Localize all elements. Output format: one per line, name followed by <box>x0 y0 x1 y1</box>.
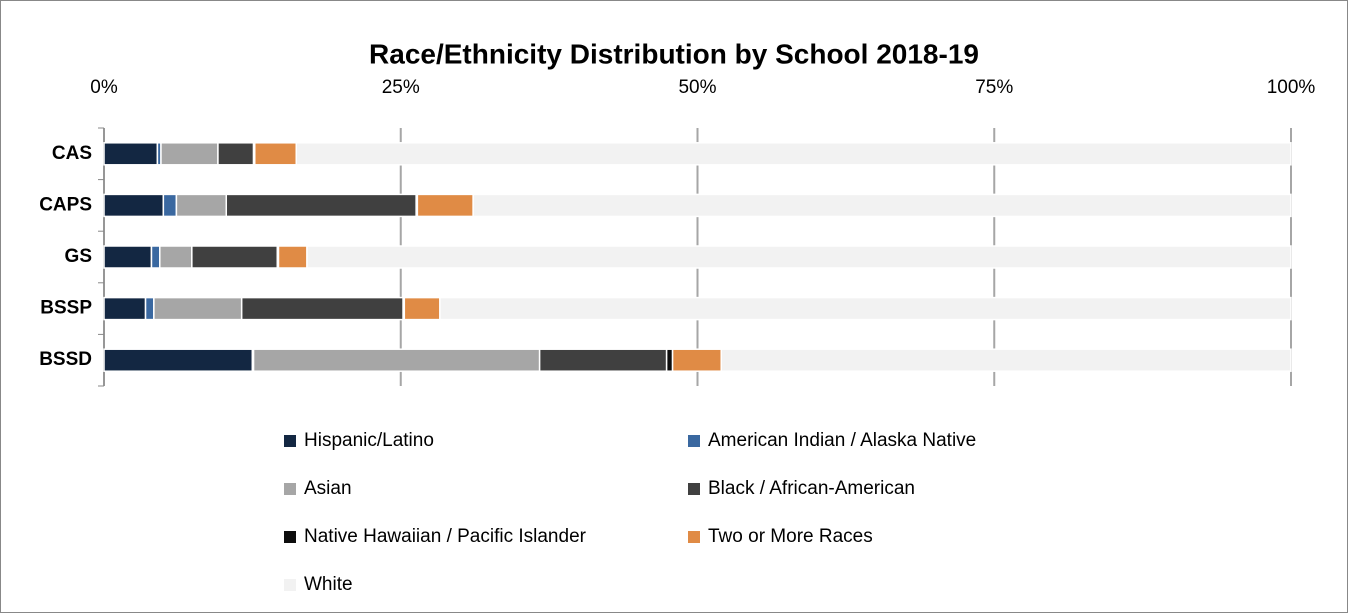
bar-segment <box>439 296 1292 321</box>
legend-marker <box>284 531 296 543</box>
x-tick-label: 25% <box>382 77 420 98</box>
y-tick-label: CAS <box>52 143 92 164</box>
bar-segment <box>144 296 155 321</box>
bar-segment <box>159 245 193 269</box>
bar-segment <box>720 348 1292 372</box>
legend-marker <box>688 435 700 447</box>
legend-marker <box>284 483 296 495</box>
legend-label: American Indian / Alaska Native <box>708 430 976 451</box>
bar-segment <box>665 348 674 372</box>
y-tick-label: CAPS <box>39 194 92 215</box>
y-tick-label: BSSP <box>40 298 92 319</box>
bar-segment <box>472 193 1292 218</box>
legend-label: Native Hawaiian / Pacific Islander <box>304 526 587 547</box>
x-tick-label: 0% <box>90 77 118 98</box>
legend-label: Hispanic/Latino <box>304 430 434 451</box>
legend-marker <box>284 579 296 591</box>
bar-segment <box>240 296 404 321</box>
legend-label: Asian <box>304 478 352 499</box>
y-tick-label: BSSD <box>39 349 92 370</box>
legend-marker <box>284 435 296 447</box>
legend-label: White <box>304 574 353 595</box>
bar-segment <box>403 296 441 321</box>
bar-segment <box>416 193 474 218</box>
bar-segment <box>150 245 161 269</box>
bar-segment <box>252 348 541 372</box>
bar-segment <box>160 142 219 166</box>
bar-segment <box>225 193 417 218</box>
bar-segment <box>277 245 308 269</box>
bar-segment <box>103 245 153 269</box>
bar-segment <box>162 193 178 218</box>
bar-segment <box>538 348 668 372</box>
legend-marker <box>688 483 700 495</box>
x-tick-label: 75% <box>975 77 1013 98</box>
bar-segment <box>191 245 279 269</box>
y-tick-label: GS <box>65 246 92 267</box>
legend-marker <box>688 531 700 543</box>
bar-segment <box>103 296 147 321</box>
chart-title: Race/Ethnicity Distribution by School 20… <box>369 38 979 69</box>
legend-label: Black / African-American <box>708 478 915 499</box>
x-tick-label: 50% <box>678 77 716 98</box>
bar-segment <box>295 142 1292 166</box>
bar-segment <box>253 142 298 166</box>
bar-segment <box>103 348 254 372</box>
bar-segment <box>103 193 165 218</box>
bar-segment <box>153 296 243 321</box>
bar-segment <box>103 142 159 166</box>
x-tick-label: 100% <box>1267 77 1316 98</box>
bar-segment <box>175 193 228 218</box>
bar-segment <box>217 142 255 166</box>
bar-segment <box>306 245 1292 269</box>
legend-label: Two or More Races <box>708 526 873 547</box>
bar-segment <box>671 348 722 372</box>
